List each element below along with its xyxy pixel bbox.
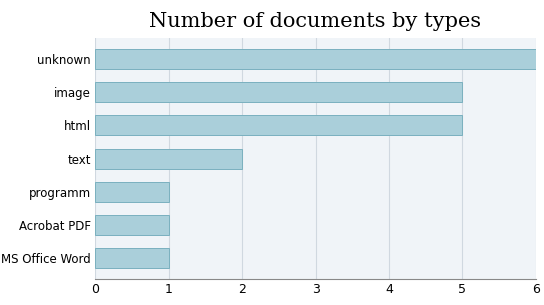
Bar bbox=[95, 215, 169, 235]
Bar bbox=[95, 149, 242, 169]
Title: Number of documents by types: Number of documents by types bbox=[150, 12, 481, 31]
Bar bbox=[95, 49, 536, 69]
Bar bbox=[95, 82, 462, 102]
Bar bbox=[95, 248, 169, 268]
Bar bbox=[95, 116, 462, 135]
Bar bbox=[95, 182, 169, 202]
Text: Charts by types of documents:    Documents/Projects: Charts by types of documents: Documents/… bbox=[8, 11, 341, 21]
